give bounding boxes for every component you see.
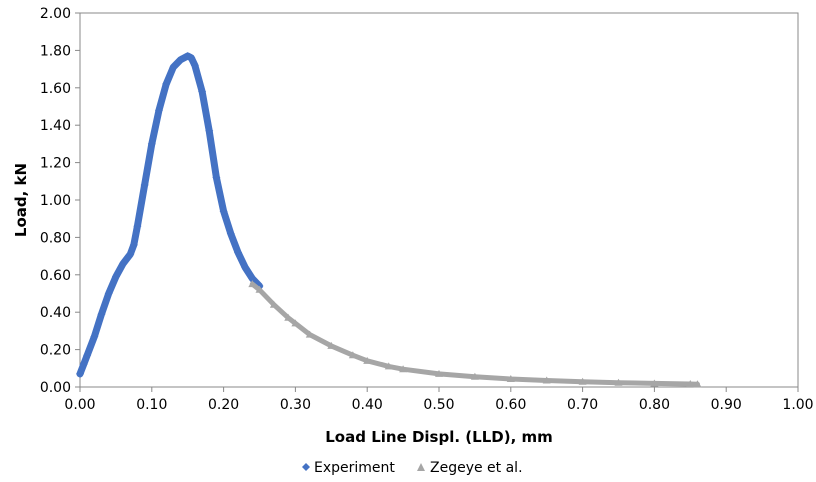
data-point — [129, 240, 138, 249]
legend: Experiment Zegeye et al. — [302, 460, 523, 476]
data-point — [147, 139, 156, 148]
data-point — [111, 272, 120, 281]
legend-label-zegeye: Zegeye et al. — [430, 460, 523, 476]
data-point — [169, 63, 178, 72]
y-tick-label: 0.40 — [40, 305, 71, 321]
y-tick-label: 0.80 — [40, 230, 71, 246]
y-tick-label: 1.80 — [40, 43, 71, 59]
legend-marker-experiment — [302, 463, 310, 471]
y-tick-label: 0.00 — [40, 380, 71, 396]
x-tick-label: 0.50 — [423, 397, 454, 413]
data-point — [76, 369, 84, 378]
x-tick-label: 0.80 — [639, 397, 670, 413]
data-point — [399, 365, 408, 373]
series-layer — [76, 52, 702, 388]
data-point — [348, 351, 357, 359]
data-point — [140, 181, 149, 190]
data-point — [578, 377, 587, 385]
data-point — [248, 280, 257, 288]
data-point — [305, 330, 314, 338]
x-tick-label: 0.70 — [567, 397, 598, 413]
data-point — [212, 173, 221, 182]
data-point — [363, 356, 372, 364]
series-0 — [76, 52, 264, 378]
plot-area — [79, 12, 799, 388]
legend-marker-zegeye — [417, 463, 425, 471]
data-point — [542, 376, 551, 384]
data-point — [291, 319, 300, 327]
data-point — [435, 369, 443, 377]
x-tick-label: 0.00 — [64, 397, 95, 413]
x-tick-label: 0.20 — [208, 397, 239, 413]
series-1 — [248, 280, 702, 388]
x-tick-label: 0.60 — [495, 397, 526, 413]
data-point — [119, 259, 128, 268]
data-point — [255, 285, 264, 293]
y-tick-label: 2.00 — [40, 6, 71, 22]
x-tick-label: 0.30 — [280, 397, 311, 413]
data-point — [154, 106, 163, 115]
data-point — [219, 207, 228, 216]
data-point — [233, 248, 242, 257]
x-axis-title: Load Line Displ. (LLD), mm — [325, 428, 553, 446]
y-tick-label: 1.00 — [40, 193, 71, 209]
data-point — [162, 80, 171, 89]
y-tick-label: 0.20 — [40, 343, 71, 359]
y-tick-label: 1.60 — [40, 81, 71, 97]
data-point — [650, 379, 659, 387]
data-point — [198, 87, 207, 96]
y-axis-ticks: 0.00 0.20 0.40 0.60 0.80 1.00 1.20 1.40 1.60 1.80… — [40, 6, 80, 396]
y-axis-title: Load, kN — [12, 163, 30, 237]
data-point — [104, 289, 113, 298]
x-tick-label: 1.00 — [782, 397, 813, 413]
data-point — [384, 362, 393, 370]
data-point — [90, 332, 99, 341]
data-point — [614, 378, 623, 386]
data-point — [97, 310, 106, 319]
legend-label-experiment: Experiment — [314, 460, 395, 476]
data-point — [284, 313, 293, 321]
data-point — [506, 374, 515, 382]
data-point — [693, 380, 702, 388]
x-tick-label: 0.10 — [136, 397, 167, 413]
x-axis-ticks: 0.00 0.10 0.20 0.30 0.40 0.50 0.60 0.70 0.80 0.90… — [64, 387, 814, 413]
data-point — [187, 53, 196, 62]
x-tick-label: 0.40 — [352, 397, 383, 413]
data-point — [241, 263, 250, 272]
data-point — [226, 229, 235, 238]
data-point — [470, 372, 479, 380]
data-point — [133, 222, 142, 231]
x-tick-label: 0.90 — [711, 397, 742, 413]
data-point — [269, 300, 278, 308]
data-point — [327, 341, 336, 349]
data-point — [79, 360, 88, 369]
data-point — [190, 61, 199, 70]
y-tick-label: 1.20 — [40, 156, 71, 172]
data-point — [205, 126, 214, 135]
data-point — [126, 250, 135, 259]
y-tick-label: 0.60 — [40, 268, 71, 284]
data-point — [83, 351, 92, 360]
data-point — [176, 55, 185, 64]
y-tick-label: 1.40 — [40, 118, 71, 134]
data-point — [248, 274, 257, 283]
data-point — [686, 380, 695, 388]
